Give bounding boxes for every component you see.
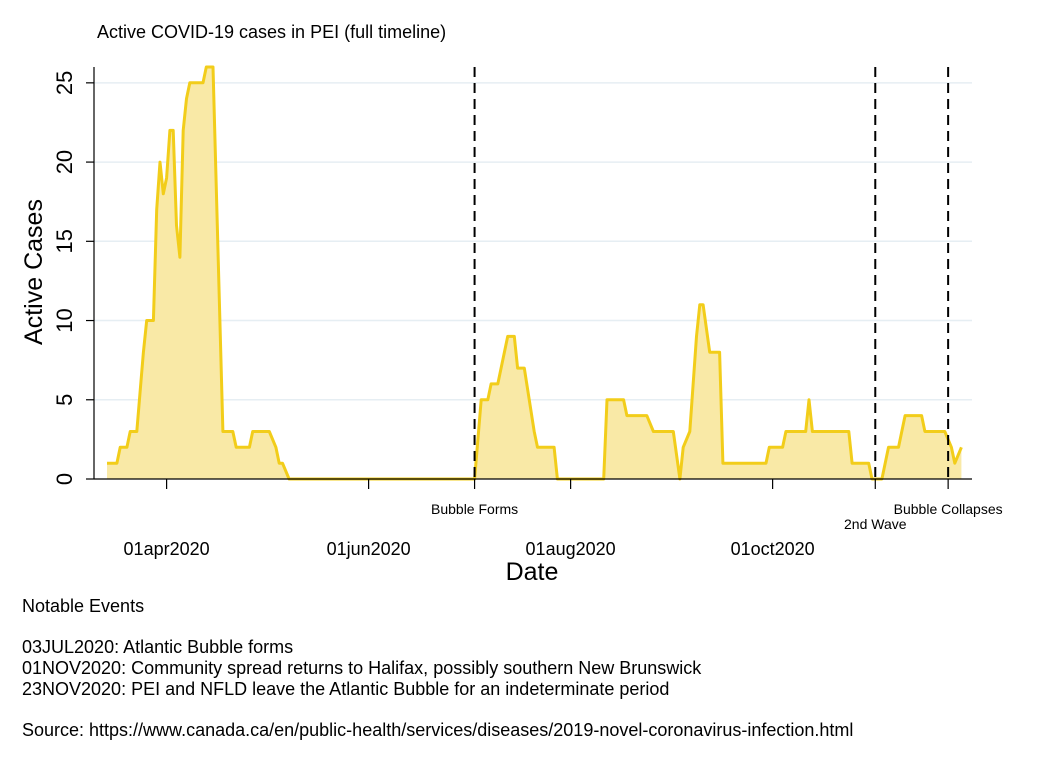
- x-axis-ticks: 01apr2020 01jun2020 01aug2020 01oct2020: [124, 479, 815, 559]
- event-label: Bubble Forms: [431, 501, 518, 517]
- chart-title: Active COVID-19 cases in PEI (full timel…: [97, 22, 446, 42]
- note-item: 01NOV2020: Community spread returns to H…: [22, 658, 702, 678]
- note-item: 03JUL2020: Atlantic Bubble forms: [22, 637, 294, 657]
- y-axis-label: Active Cases: [20, 199, 48, 345]
- notable-events-notes: Notable Events 03JUL2020: Atlantic Bubbl…: [22, 596, 853, 741]
- event-label: Bubble Collapses: [894, 501, 1003, 517]
- notes-heading: Notable Events: [22, 596, 145, 616]
- y-tick-label: 15: [52, 229, 77, 253]
- event-label: 2nd Wave: [844, 516, 907, 532]
- note-item: 23NOV2020: PEI and NFLD leave the Atlant…: [22, 679, 670, 699]
- grid-lines: [94, 82, 972, 401]
- active-cases-line: [107, 65, 963, 481]
- x-axis-label: Date: [506, 558, 559, 586]
- x-tick-label: 01aug2020: [526, 539, 616, 559]
- x-tick-label: 01jun2020: [327, 539, 411, 559]
- y-tick-label: 25: [52, 71, 77, 95]
- y-tick-label: 0: [52, 473, 77, 485]
- y-tick-label: 20: [52, 150, 77, 174]
- y-tick-label: 10: [52, 308, 77, 332]
- source-note: Source: https://www.canada.ca/en/public-…: [22, 720, 854, 740]
- y-axis-ticks: 0 5 10 15 20 25: [52, 71, 94, 485]
- x-tick-label: 01apr2020: [124, 539, 210, 559]
- active-cases-area: [107, 67, 962, 479]
- y-tick-label: 5: [52, 394, 77, 406]
- x-tick-label: 01oct2020: [731, 539, 815, 559]
